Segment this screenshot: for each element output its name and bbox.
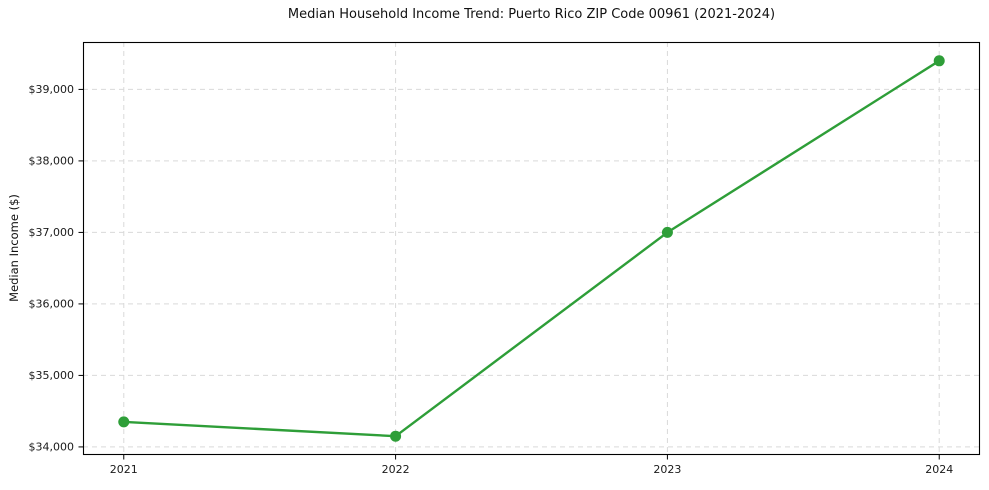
x-tick-label: 2024 <box>925 463 953 476</box>
data-point <box>661 226 673 238</box>
y-tick-label: $39,000 <box>29 83 75 96</box>
y-tick-label: $34,000 <box>29 441 75 454</box>
x-tick-label: 2021 <box>110 463 138 476</box>
y-tick-label: $37,000 <box>29 226 75 239</box>
data-point <box>390 430 402 442</box>
y-tick-label: $38,000 <box>29 155 75 168</box>
y-tick-label: $35,000 <box>29 369 75 382</box>
plot-border <box>82 41 981 456</box>
trend-line <box>122 59 941 438</box>
x-tick-label: 2022 <box>382 463 410 476</box>
y-tick-label: $36,000 <box>29 298 75 311</box>
data-point <box>118 416 130 428</box>
chart-title: Median Household Income Trend: Puerto Ri… <box>287 7 776 22</box>
x-tick-label: 2023 <box>653 463 681 476</box>
data-point <box>933 55 945 67</box>
